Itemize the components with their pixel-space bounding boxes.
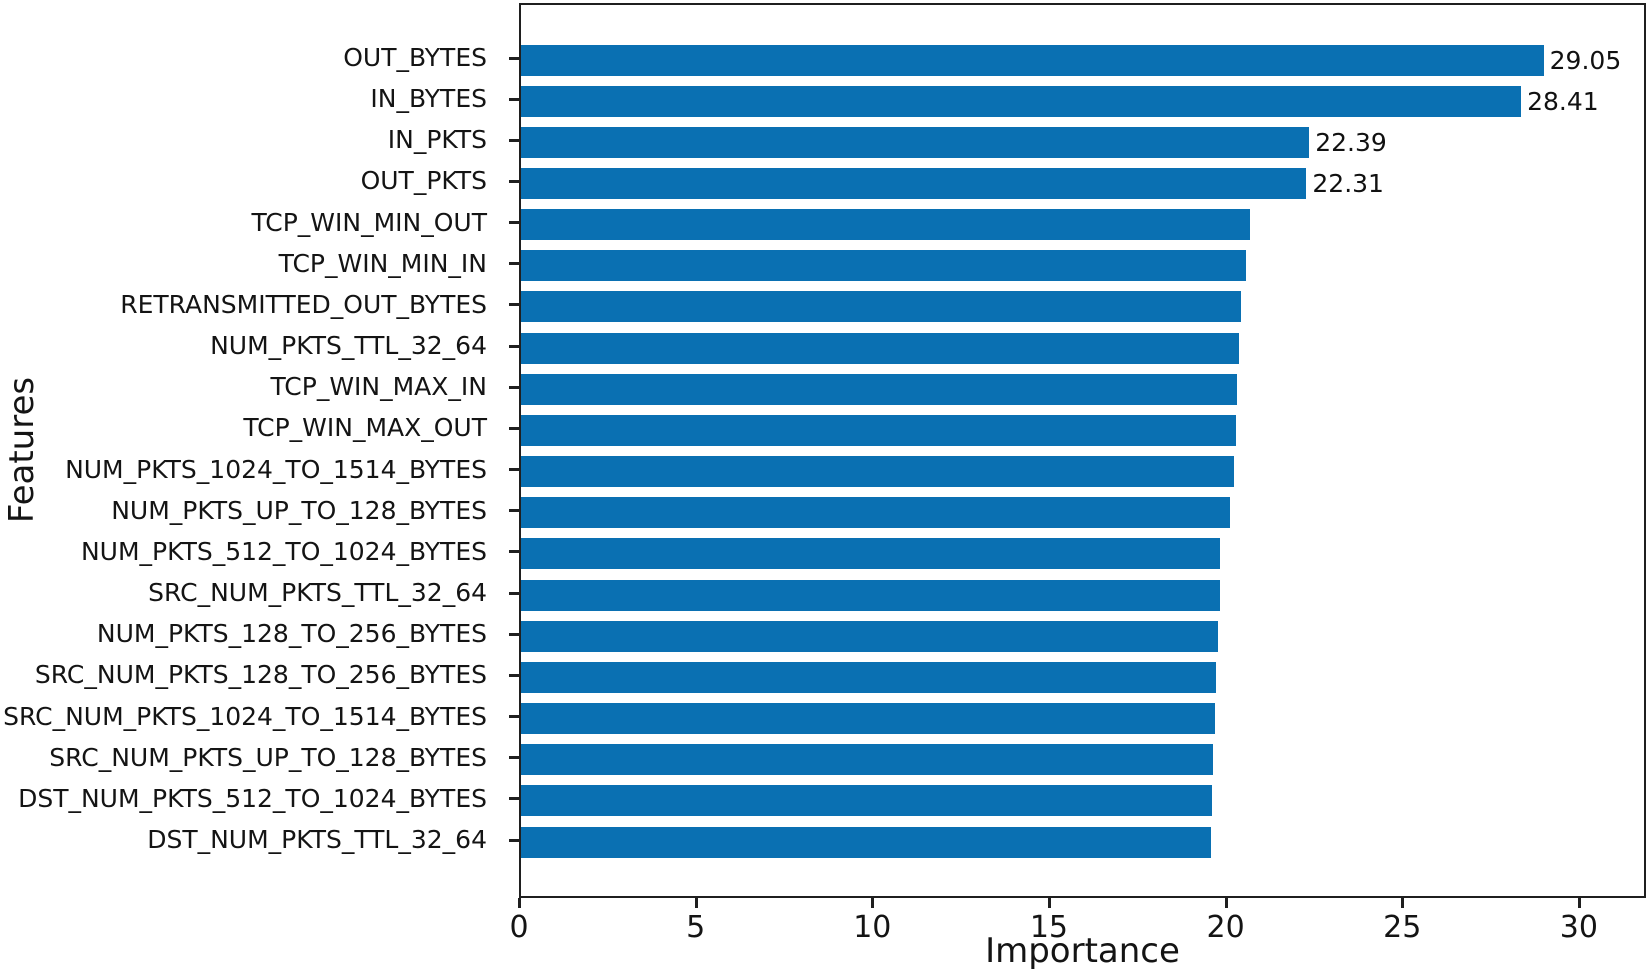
y-category-label: TCP_WIN_MAX_OUT [243,413,487,443]
y-category-label: NUM_PKTS_TTL_32_64 [210,331,487,361]
bar [521,44,1544,76]
x-tick-mark [1401,898,1405,908]
y-category-label: RETRANSMITTED_OUT_BYTES [120,289,487,319]
y-category-label: SRC_NUM_PKTS_TTL_32_64 [148,578,487,608]
y-tick-mark [509,221,519,225]
bar [521,126,1310,158]
y-tick-mark [509,756,519,760]
y-axis-category-labels: OUT_BYTES IN_BYTES IN_PKTS OUT_PKTS TCP_WIN_… [0,3,519,898]
bar [521,744,1213,776]
bar-value-label: 22.39 [1315,127,1387,157]
y-category-label: NUM_PKTS_UP_TO_128_BYTES [111,495,487,525]
y-category-label: TCP_WIN_MAX_IN [270,372,487,402]
y-tick-mark [509,838,519,842]
bar [521,538,1220,570]
bar [521,703,1215,735]
y-category-label: TCP_WIN_MIN_IN [278,248,487,278]
y-tick-mark [509,632,519,636]
y-tick-mark [509,385,519,389]
x-axis-title: Importance [985,931,1180,971]
y-tick-mark [509,56,519,60]
y-category-label: DST_NUM_PKTS_TTL_32_64 [147,825,487,855]
x-tick-mark [518,898,521,908]
x-tick-mark [1224,898,1228,908]
bar-value-label: 22.31 [1312,168,1384,198]
bar [521,620,1219,652]
y-tick-mark [509,509,519,513]
plot-area: 29.05 28.41 22.39 22.31 [519,3,1646,898]
y-tick-mark [509,673,519,677]
x-tick-label: 30 [1559,910,1598,945]
y-tick-mark [509,97,519,101]
y-category-label: NUM_PKTS_512_TO_1024_BYTES [80,536,487,566]
bar-value-label: 29.05 [1549,45,1622,75]
bar [521,785,1212,817]
bar [521,85,1522,117]
y-tick-mark [509,138,519,142]
x-tick-label: 0 [509,910,529,945]
y-category-label: NUM_PKTS_128_TO_256_BYTES [96,619,487,649]
bar [521,414,1236,446]
x-tick-label: 10 [853,910,892,945]
y-tick-mark [509,262,519,266]
bar [521,291,1241,323]
x-tick-mark [1577,898,1581,908]
y-tick-mark [509,426,519,430]
y-category-label: SRC_NUM_PKTS_1024_TO_1514_BYTES [3,701,487,731]
y-category-label: SRC_NUM_PKTS_128_TO_256_BYTES [34,660,487,690]
y-category-label: NUM_PKTS_1024_TO_1514_BYTES [65,454,487,484]
y-tick-mark [509,715,519,719]
bar [521,332,1240,364]
bar [521,826,1211,858]
y-tick-mark [509,179,519,183]
y-category-label: OUT_PKTS [360,166,487,196]
x-tick-label: 15 [1029,910,1069,945]
x-axis: 0 5 10 15 20 25 30 [509,898,1646,958]
bar [521,661,1217,693]
x-tick-mark [694,898,698,908]
y-tick-mark [509,344,519,348]
x-tick-mark [1047,898,1051,908]
y-category-label: TCP_WIN_MIN_OUT [251,207,487,237]
y-tick-mark [509,468,519,472]
x-tick-mark [871,898,875,908]
y-category-label: SRC_NUM_PKTS_UP_TO_128_BYTES [49,742,487,772]
x-tick-label: 5 [686,910,706,945]
bar [521,579,1220,611]
y-tick-mark [509,591,519,595]
y-tick-mark [509,550,519,554]
bar-value-label: 28.41 [1527,86,1599,116]
bar [521,167,1307,199]
y-category-label: IN_PKTS [387,125,487,155]
y-tick-mark [509,797,519,801]
x-tick-label: 25 [1383,910,1422,945]
bar [521,497,1231,529]
x-tick-label: 20 [1206,910,1245,945]
y-category-label: OUT_BYTES [343,43,487,72]
y-category-label: DST_NUM_PKTS_512_TO_1024_BYTES [18,783,487,813]
bar [521,250,1247,282]
y-tick-mark [509,303,519,307]
bar [521,373,1238,405]
bar [521,456,1234,488]
bar [521,209,1250,241]
y-category-label: IN_BYTES [370,84,487,114]
